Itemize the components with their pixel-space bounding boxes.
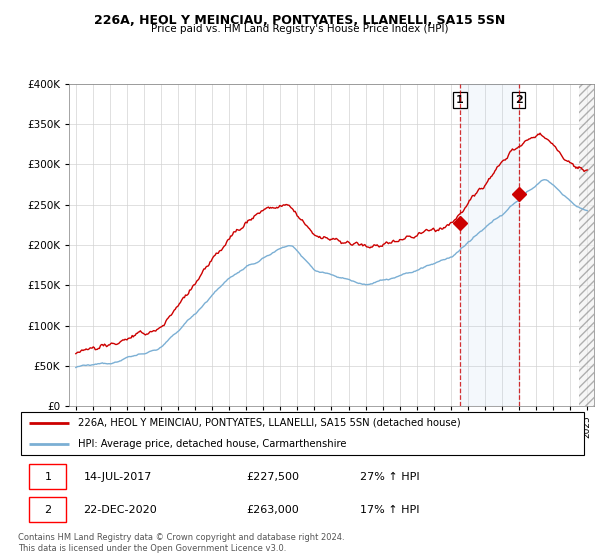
Text: 2: 2: [44, 505, 52, 515]
FancyBboxPatch shape: [29, 497, 67, 522]
Text: £227,500: £227,500: [246, 472, 299, 482]
FancyBboxPatch shape: [29, 464, 67, 489]
Text: 1: 1: [44, 472, 52, 482]
Text: 17% ↑ HPI: 17% ↑ HPI: [360, 505, 419, 515]
Text: Price paid vs. HM Land Registry's House Price Index (HPI): Price paid vs. HM Land Registry's House …: [151, 24, 449, 34]
Text: £263,000: £263,000: [246, 505, 299, 515]
FancyBboxPatch shape: [21, 412, 584, 455]
Bar: [578, 84, 600, 406]
Text: 226A, HEOL Y MEINCIAU, PONTYATES, LLANELLI, SA15 5SN: 226A, HEOL Y MEINCIAU, PONTYATES, LLANEL…: [94, 14, 506, 27]
Text: 226A, HEOL Y MEINCIAU, PONTYATES, LLANELLI, SA15 5SN (detached house): 226A, HEOL Y MEINCIAU, PONTYATES, LLANEL…: [78, 418, 460, 428]
Text: Contains HM Land Registry data © Crown copyright and database right 2024.
This d: Contains HM Land Registry data © Crown c…: [18, 533, 344, 553]
Bar: [460, 84, 518, 406]
Text: 2: 2: [515, 95, 523, 105]
Text: 22-DEC-2020: 22-DEC-2020: [83, 505, 157, 515]
Text: 14-JUL-2017: 14-JUL-2017: [83, 472, 152, 482]
Text: HPI: Average price, detached house, Carmarthenshire: HPI: Average price, detached house, Carm…: [78, 439, 346, 449]
Text: 27% ↑ HPI: 27% ↑ HPI: [360, 472, 419, 482]
Text: 1: 1: [456, 95, 464, 105]
